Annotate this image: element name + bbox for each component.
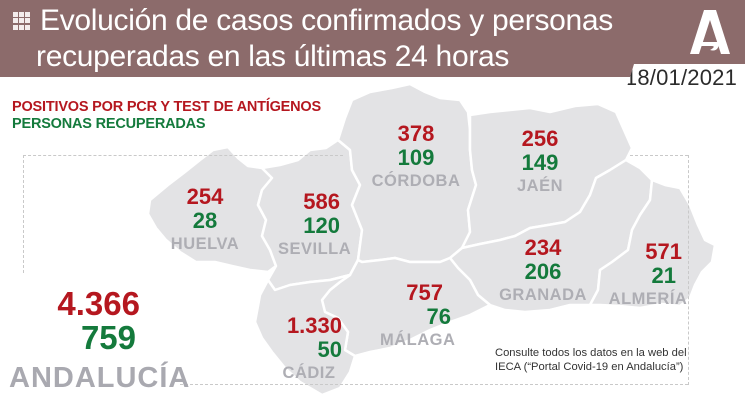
recovered-count: 109 (397, 145, 435, 170)
province-almeria-stats: 571 21 ALMERÍA (608, 240, 688, 310)
recovered-count: 206 (524, 259, 562, 284)
recovered-count: 120 (303, 213, 340, 238)
grid-icon (13, 12, 31, 30)
province-name: SEVILLA (278, 240, 352, 258)
total-region-name: ANDALUCÍA (9, 362, 191, 394)
legend-recovered: PERSONAS RECUPERADAS (12, 116, 206, 132)
dashed-frame-top-right (630, 155, 688, 156)
recovered-count: 28 (192, 208, 218, 233)
footnote: Consulte todos los datos en la web del I… (495, 346, 715, 374)
province-name: GRANADA (499, 286, 587, 304)
positives-count: 586 (303, 189, 340, 214)
province-name: HUELVA (170, 235, 240, 253)
title-line-2: recuperadas en las últimas 24 horas (36, 40, 510, 73)
province-granada-stats: 234 206 GRANADA (498, 236, 588, 306)
province-name: CÁDIZ (282, 364, 336, 382)
date-label: 18/01/2021 (624, 65, 737, 90)
positives-count: 757 (406, 280, 443, 305)
dashed-frame-left (23, 155, 343, 273)
province-cadiz-stats: 1.330 50 CÁDIZ (258, 314, 342, 384)
province-name: ALMERÍA (608, 290, 688, 308)
province-name: CÓRDOBA (371, 172, 461, 190)
province-name: JAÉN (516, 177, 563, 195)
date-tab: 18/01/2021 (626, 64, 745, 90)
total-stats: 4.366 759 (30, 287, 140, 355)
recovered-count: 76 (426, 304, 451, 329)
province-cadiz (253, 273, 357, 397)
positives-count: 378 (397, 121, 435, 146)
recovered-count: 50 (317, 337, 342, 362)
province-malaga-stats: 757 76 MÁLAGA (380, 281, 455, 351)
province-cordoba-stats: 378 109 CÓRDOBA (366, 122, 466, 192)
legend-positives: POSITIVOS POR PCR Y TEST DE ANTÍGENOS (12, 99, 321, 115)
total-positives: 4.366 (57, 285, 140, 322)
positives-count: 254 (186, 184, 224, 209)
header-banner: Evolución de casos confirmados y persona… (0, 0, 745, 77)
legend: POSITIVOS POR PCR Y TEST DE ANTÍGENOS PE… (12, 99, 321, 133)
province-jaen-stats: 256 149 JAÉN (505, 127, 575, 197)
page-title: Evolución de casos confirmados y persona… (36, 3, 640, 75)
recovered-count: 149 (521, 150, 559, 175)
positives-count: 1.330 (286, 313, 342, 338)
province-name: MÁLAGA (380, 331, 456, 349)
dashed-frame-right (688, 155, 689, 385)
province-almeria (588, 178, 717, 310)
footnote-line-1: Consulte todos los datos en la web del (495, 347, 687, 359)
positives-count: 571 (645, 239, 682, 264)
recovered-count: 21 (651, 263, 676, 288)
dashed-frame-bottom (180, 384, 688, 385)
title-line-1: Evolución de casos confirmados y persona… (40, 4, 614, 37)
province-huelva-stats: 254 28 HUELVA (170, 185, 240, 255)
positives-count: 234 (524, 235, 562, 260)
positives-count: 256 (521, 126, 559, 151)
province-sevilla-stats: 586 120 SEVILLA (272, 190, 356, 260)
total-recovered: 759 (80, 319, 136, 356)
junta-andalucia-logo-icon (690, 10, 730, 54)
footnote-line-2: IECA (“Portal Covid-19 en Andalucía”) (495, 361, 684, 373)
